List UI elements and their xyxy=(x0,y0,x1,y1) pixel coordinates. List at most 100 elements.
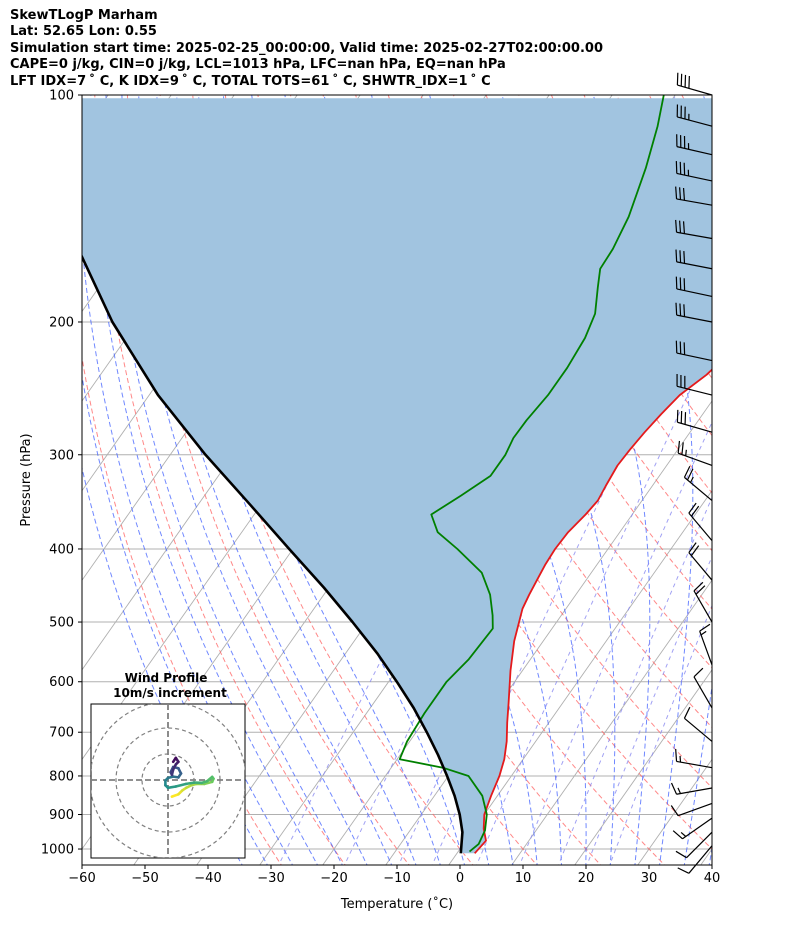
temperature-profile xyxy=(474,368,712,854)
barb-flag xyxy=(681,442,684,455)
wind-barb xyxy=(693,667,713,709)
barb-half-flag xyxy=(685,449,687,456)
y-tick-label: 600 xyxy=(49,675,74,690)
dry-adiabat xyxy=(126,95,410,865)
wind-barb xyxy=(688,502,713,542)
barb-flag xyxy=(675,219,678,233)
wind-barb xyxy=(676,134,713,156)
wind-barb xyxy=(675,161,713,182)
x-tick-label: 0 xyxy=(456,871,464,886)
moist-adiabat xyxy=(82,239,294,865)
wind-barb xyxy=(683,466,713,501)
hodograph-title: Wind Profile xyxy=(125,671,208,685)
moist-adiabat xyxy=(105,95,343,865)
wind-barb xyxy=(675,302,713,323)
barb-flag xyxy=(670,782,678,795)
barb-staff xyxy=(676,261,713,270)
barb-staff xyxy=(688,845,713,874)
x-tick-label: −60 xyxy=(68,871,95,886)
barb-flag xyxy=(693,667,704,678)
x-tick-label: 10 xyxy=(515,871,532,886)
barb-flag xyxy=(679,187,682,200)
y-tick-label: 700 xyxy=(49,726,74,741)
x-tick-label: −30 xyxy=(257,871,284,886)
wind-barb xyxy=(675,219,713,240)
barb-staff xyxy=(693,676,713,709)
wind-barb xyxy=(675,249,713,270)
hodograph-inset: Wind Profile 10m/s increment xyxy=(90,671,246,859)
barb-flag xyxy=(675,749,678,762)
barb-staff xyxy=(699,630,713,666)
barb-flag xyxy=(672,830,683,840)
wind-barb xyxy=(675,749,713,769)
hodograph-segment xyxy=(174,782,188,788)
wind-barb xyxy=(675,186,713,206)
wind-barb xyxy=(693,581,713,623)
cape-params-line: CAPE=0 j/kg, CIN=0 j/kg, LCL=1013 hPa, L… xyxy=(10,57,506,73)
wind-barb xyxy=(675,276,713,298)
y-tick-label: 100 xyxy=(49,89,74,104)
index-params-line: LFT IDX=7 ˚ C, K IDX=9 ˚ C, TOTAL TOTS=6… xyxy=(10,73,491,89)
y-tick-label: 200 xyxy=(49,315,74,330)
barb-half-flag xyxy=(700,630,707,636)
x-tick-label: −20 xyxy=(320,871,347,886)
dry-adiabat xyxy=(518,95,712,437)
mixing-ratio-line xyxy=(557,496,712,865)
moist-adiabat xyxy=(90,95,319,865)
moist-adiabat xyxy=(708,846,712,865)
y-tick-label: 1000 xyxy=(41,843,74,858)
moist-adiabat xyxy=(592,95,694,865)
dry-adiabat xyxy=(355,95,712,729)
y-axis-label: Pressure (hPa) xyxy=(19,433,34,526)
barb-staff xyxy=(676,288,713,298)
wind-barb xyxy=(670,802,713,817)
parcel-profile xyxy=(82,253,464,854)
barb-staff xyxy=(676,385,713,396)
hodograph-segment xyxy=(171,756,178,764)
x-axis-label: Temperature (˚C) xyxy=(340,896,453,912)
barb-flag xyxy=(683,466,691,478)
dry-adiabat xyxy=(224,95,602,865)
isotherm-line xyxy=(511,579,712,865)
barb-staff xyxy=(676,760,713,769)
y-tick-label: 400 xyxy=(49,542,74,557)
x-tick-label: 40 xyxy=(704,871,721,886)
barb-staff xyxy=(677,84,713,96)
barb-flag xyxy=(690,545,700,557)
barb-flag xyxy=(683,706,691,719)
barb-staff xyxy=(677,802,713,817)
wind-barb xyxy=(688,542,713,581)
barb-half-flag xyxy=(690,476,694,483)
wind-barb xyxy=(675,831,713,859)
barb-staff xyxy=(676,314,713,323)
barb-staff xyxy=(684,717,713,742)
wind-barb xyxy=(670,782,713,795)
hodograph-segment xyxy=(184,781,196,786)
barb-flag xyxy=(675,850,687,859)
barb-staff xyxy=(676,146,713,156)
barb-flag xyxy=(679,220,682,233)
barb-half-flag xyxy=(680,831,687,837)
barb-staff xyxy=(677,116,713,127)
wind-barb xyxy=(683,706,713,742)
barb-flag xyxy=(675,186,678,199)
barb-half-flag xyxy=(677,787,682,794)
barb-staff xyxy=(677,421,713,433)
wind-barb xyxy=(675,340,713,362)
barb-staff xyxy=(684,476,713,501)
wind-barb xyxy=(676,72,713,96)
y-tick-label: 500 xyxy=(49,616,74,631)
barb-staff xyxy=(676,172,713,182)
barb-staff xyxy=(677,452,713,467)
barb-flag xyxy=(688,542,697,553)
wind-barb xyxy=(676,409,713,433)
location-line: Lat: 52.65 Lon: 0.55 xyxy=(10,24,157,40)
hodograph-segment xyxy=(203,780,214,786)
y-tick-label: 800 xyxy=(49,769,74,784)
barb-flag xyxy=(693,581,704,592)
x-tick-label: −40 xyxy=(194,871,221,886)
barb-staff xyxy=(688,552,713,581)
mixing-ratio-line xyxy=(519,421,712,865)
dry-adiabat xyxy=(159,95,474,865)
barb-flag xyxy=(683,251,686,264)
